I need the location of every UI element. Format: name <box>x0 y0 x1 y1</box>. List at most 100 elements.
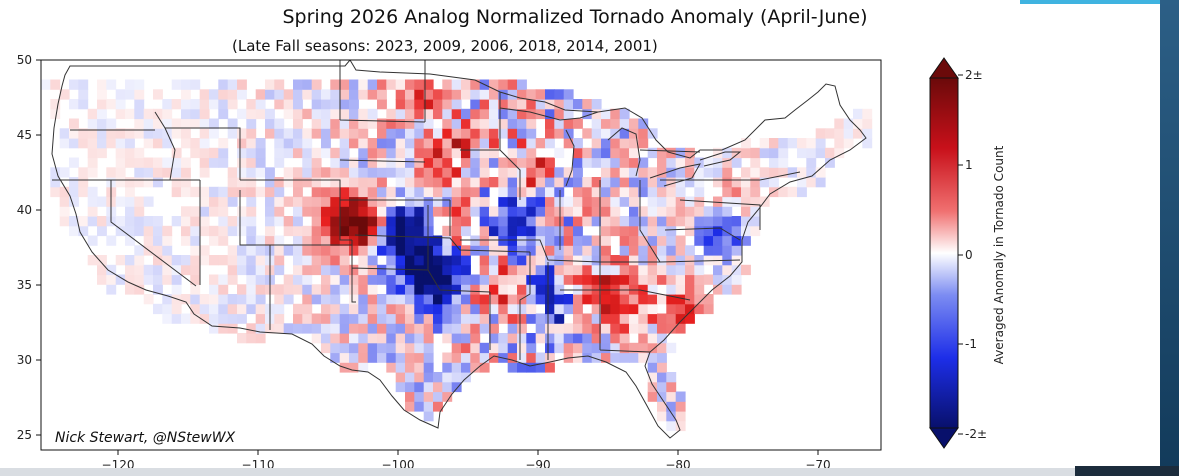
anomaly-cell <box>554 118 565 129</box>
anomaly-cell <box>414 108 425 120</box>
anomaly-cell <box>563 206 574 217</box>
anomaly-cell <box>461 352 471 363</box>
anomaly-cell <box>349 167 359 178</box>
anomaly-cell <box>535 362 546 373</box>
anomaly-cell <box>59 216 70 227</box>
anomaly-cell <box>489 323 499 334</box>
anomaly-cell <box>311 245 322 256</box>
anomaly-cell <box>293 167 303 178</box>
anomaly-cell <box>246 177 257 188</box>
anomaly-cell <box>78 79 89 90</box>
anomaly-cell <box>554 342 565 354</box>
anomaly-cell <box>507 333 518 344</box>
anomaly-cell <box>115 157 126 168</box>
anomaly-cell <box>321 108 331 120</box>
anomaly-cell <box>722 225 733 237</box>
anomaly-cell <box>629 225 639 237</box>
anomaly-cell <box>657 216 667 227</box>
anomaly-cell <box>489 245 499 256</box>
anomaly-cell <box>582 274 593 285</box>
anomaly-cell <box>386 352 397 363</box>
anomaly-cell <box>125 157 135 168</box>
anomaly-cell <box>209 284 219 295</box>
anomaly-cell <box>255 284 266 295</box>
anomaly-cell <box>293 147 303 159</box>
anomaly-cell <box>498 274 509 285</box>
anomaly-cell <box>283 245 294 256</box>
anomaly-cell <box>209 89 219 100</box>
anomaly-cell <box>461 323 471 334</box>
anomaly-cell <box>610 303 621 315</box>
anomaly-cell <box>330 313 341 324</box>
anomaly-cell <box>619 284 630 295</box>
anomaly-cell <box>106 118 117 129</box>
anomaly-cell <box>218 313 229 324</box>
anomaly-cell <box>461 372 471 383</box>
anomaly-cell <box>386 196 397 207</box>
anomaly-cell <box>619 138 630 149</box>
anomaly-cell <box>358 147 369 159</box>
anomaly-cell <box>591 118 602 129</box>
anomaly-cell <box>87 206 98 217</box>
anomaly-cell <box>657 294 667 305</box>
anomaly-cell <box>638 313 649 324</box>
anomaly-cell <box>526 284 537 295</box>
anomaly-cell <box>255 333 266 344</box>
anomaly-cell <box>311 206 322 217</box>
anomaly-cell <box>349 186 359 198</box>
anomaly-cell <box>433 138 443 149</box>
anomaly-cell <box>591 333 602 344</box>
anomaly-cell <box>302 108 313 120</box>
anomaly-cell <box>517 245 527 256</box>
anomaly-cell <box>750 167 761 178</box>
anomaly-cell <box>675 274 686 285</box>
anomaly-cell <box>69 157 79 168</box>
anomaly-cell <box>582 342 593 354</box>
anomaly-cell <box>349 206 359 217</box>
anomaly-cell <box>153 138 163 149</box>
anomaly-cell <box>237 303 247 315</box>
anomaly-cell <box>227 118 238 129</box>
anomaly-cell <box>517 206 527 217</box>
anomaly-cell <box>778 186 789 198</box>
anomaly-cell <box>125 274 135 285</box>
anomaly-cell <box>143 235 154 246</box>
anomaly-cell <box>591 196 602 207</box>
anomaly-cell <box>591 128 602 139</box>
anomaly-cell <box>442 362 453 373</box>
anomaly-cell <box>367 225 378 237</box>
anomaly-cell <box>423 138 434 149</box>
anomaly-cell <box>442 313 453 324</box>
anomaly-cell <box>190 99 201 110</box>
anomaly-cell <box>199 99 210 110</box>
anomaly-cell <box>619 264 630 276</box>
anomaly-cell <box>489 352 499 363</box>
anomaly-cell <box>573 342 583 354</box>
anomaly-cell <box>283 196 294 207</box>
anomaly-cell <box>283 225 294 237</box>
colorbar-tick-label: 2± <box>965 68 983 82</box>
anomaly-cell <box>97 118 107 129</box>
anomaly-cell <box>423 186 434 198</box>
anomaly-cell <box>330 196 341 207</box>
anomaly-cell <box>134 89 145 100</box>
anomaly-cell <box>414 138 425 149</box>
anomaly-cell <box>302 167 313 178</box>
anomaly-cell <box>619 196 630 207</box>
anomaly-cell <box>358 108 369 120</box>
coastline-borders <box>51 60 867 439</box>
anomaly-cell <box>274 196 285 207</box>
anomaly-cell <box>134 167 145 178</box>
anomaly-cell <box>638 303 649 315</box>
anomaly-cell <box>489 303 499 315</box>
x-tick-label: −100 <box>382 458 415 468</box>
anomaly-cell <box>629 186 639 198</box>
anomaly-cell <box>451 294 462 305</box>
anomaly-cell <box>218 108 229 120</box>
anomaly-cell <box>433 157 443 168</box>
anomaly-cell <box>377 264 387 276</box>
anomaly-cell <box>274 245 285 256</box>
anomaly-cell <box>311 284 322 295</box>
anomaly-cell <box>759 167 770 178</box>
anomaly-cell <box>414 401 425 412</box>
